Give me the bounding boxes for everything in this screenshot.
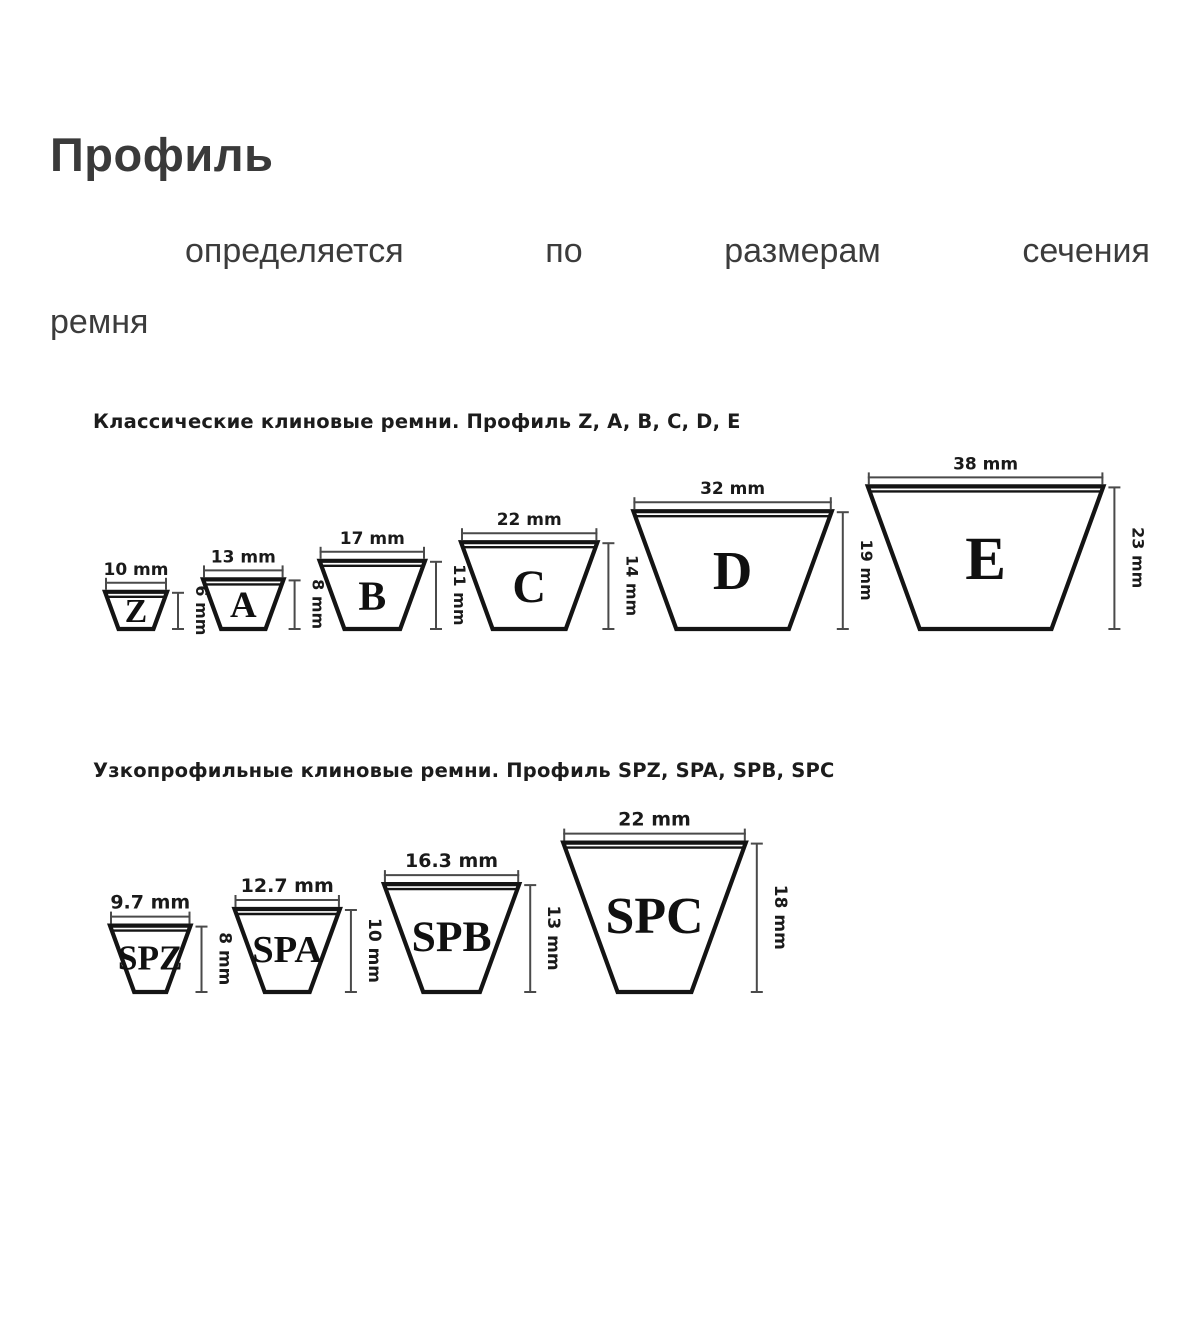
belt-profile-D: 32 mm D 19 mm: [630, 479, 876, 632]
height-label-SPZ: 8 mm: [215, 932, 235, 985]
classic-belts-section: Классические клиновые ремни. Профиль Z, …: [0, 410, 1200, 643]
height-label-E: 23 mm: [1128, 527, 1145, 588]
belt-profile-SPA: 12.7 mm SPA 10 mm: [231, 875, 384, 995]
belt-profile-SPZ: 9.7 mm SPZ 8 mm: [107, 892, 235, 995]
classic-belts-title: Классические клиновые ремни. Профиль Z, …: [93, 410, 741, 434]
belt-letter-SPZ: SPZ: [118, 938, 183, 977]
subtitle-word: определяется: [185, 232, 404, 271]
belt-profile-Z: 10 mm Z 6 mm: [102, 560, 211, 635]
belt-shape-A: [200, 577, 287, 632]
height-label-A: 8 mm: [309, 579, 328, 629]
belt-profile-SPC: 22 mm SPC 18 mm: [560, 809, 790, 995]
belt-letter-C: C: [512, 562, 546, 613]
width-label-E: 38 mm: [953, 454, 1018, 474]
belt-profile-SPB: 16.3 mm SPB 13 mm: [380, 850, 563, 995]
belt-profiles-figure: Классические клиновые ремни. Профиль Z, …: [0, 410, 1200, 1003]
belt-shape-Z: [102, 589, 170, 632]
width-label-C: 22 mm: [497, 510, 562, 530]
height-label-C: 14 mm: [622, 555, 641, 616]
belt-letter-SPA: SPA: [252, 929, 322, 971]
subtitle-word: сечения: [1022, 232, 1150, 271]
page-title: Профиль: [50, 128, 274, 181]
page: Профиль определяется по размерам сечения ре…: [0, 128, 1200, 1003]
belt-shape-SPZ: [107, 923, 194, 995]
width-label-SPB: 16.3 mm: [405, 850, 498, 872]
belt-letter-SPB: SPB: [412, 913, 492, 961]
narrow-belts-title: Узкопрофильные клиновые ремни. Профиль S…: [93, 759, 835, 783]
height-label-D: 19 mm: [857, 540, 876, 601]
subtitle-word: размерам: [724, 232, 881, 271]
width-label-SPA: 12.7 mm: [241, 875, 334, 897]
belt-shape-C: [458, 540, 601, 632]
belt-profile-B: 17 mm B 11 mm: [316, 529, 469, 632]
belt-letter-SPC: SPC: [606, 888, 704, 945]
narrow-belts-section: Узкопрофильные клиновые ремни. Профиль S…: [0, 759, 1200, 1003]
width-label-A: 13 mm: [211, 547, 276, 567]
width-label-SPZ: 9.7 mm: [110, 892, 190, 914]
belt-profile-C: 22 mm C 14 mm: [458, 510, 641, 632]
belt-shape-SPB: [380, 882, 523, 995]
height-label-Z: 6 mm: [192, 585, 211, 635]
belt-shape-E: [864, 484, 1107, 632]
width-label-Z: 10 mm: [103, 560, 168, 580]
belt-letter-D: D: [713, 540, 752, 601]
belt-profile-A: 13 mm A 8 mm: [200, 547, 328, 632]
belt-letter-B: B: [358, 574, 386, 620]
subtitle-line-1: определяется по размерам сечения: [185, 232, 1150, 271]
width-label-D: 32 mm: [700, 479, 765, 499]
height-label-B: 11 mm: [450, 564, 469, 625]
height-label-SPB: 13 mm: [543, 906, 563, 971]
width-label-B: 17 mm: [340, 529, 405, 549]
belt-profile-E: 38 mm E 23 mm: [864, 454, 1145, 632]
subtitle-word: по: [545, 232, 583, 271]
height-label-SPC: 18 mm: [770, 885, 790, 950]
belt-letter-Z: Z: [125, 593, 147, 630]
belt-shape-SPC: [560, 840, 749, 995]
narrow-belts-diagram: 9.7 mm SPZ 8 mm 12.7 mm SPA 10 mm 16.3 mm SPB 13…: [107, 809, 790, 995]
width-label-SPC: 22 mm: [618, 809, 691, 831]
subtitle-line-2: ремня: [50, 303, 149, 342]
belt-shape-D: [630, 509, 835, 632]
belt-shape-SPA: [231, 906, 343, 995]
page-subtitle: определяется по размерам сечения ремня: [50, 232, 1150, 342]
belt-letter-E: E: [965, 526, 1006, 593]
belt-letter-A: A: [230, 584, 257, 625]
belt-shape-B: [316, 558, 428, 632]
height-label-SPA: 10 mm: [364, 918, 384, 983]
